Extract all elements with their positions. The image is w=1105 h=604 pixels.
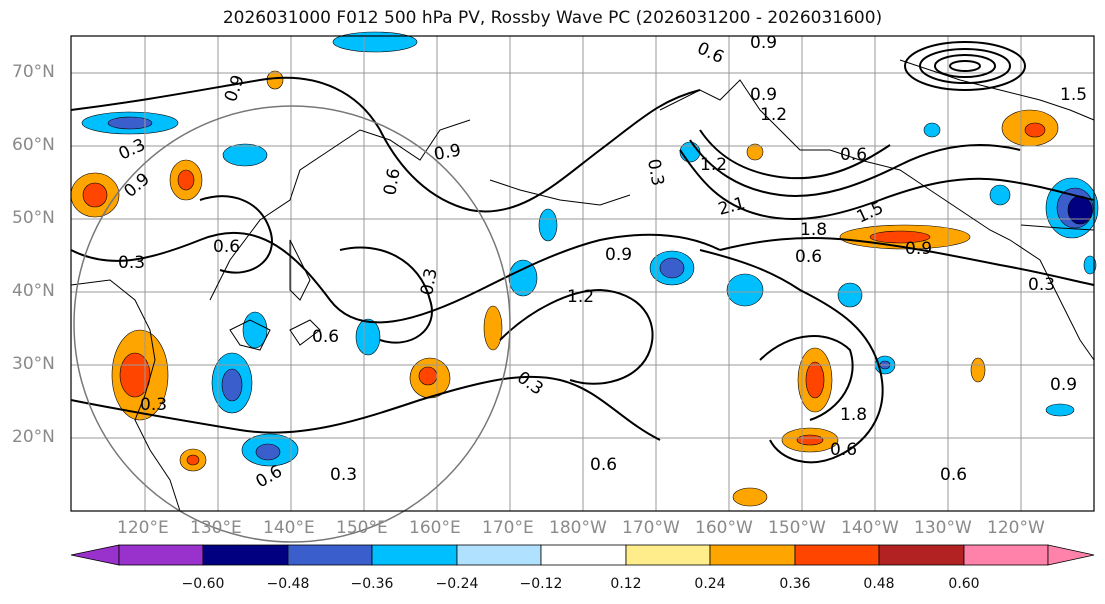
contour-label: 1.2	[567, 287, 594, 307]
lon-label: 180°W	[549, 518, 607, 538]
map-frame	[70, 35, 1095, 512]
colorbar	[70, 544, 1095, 566]
colorbar-tick: −0.60	[181, 576, 225, 592]
contour-label: 0.6	[312, 327, 339, 347]
lon-label: 130°W	[914, 518, 972, 538]
colorbar-extend-high	[1047, 544, 1095, 566]
lon-label: 160°E	[409, 518, 461, 538]
lon-label: 140°E	[263, 518, 315, 538]
lat-label-40: 40°N	[12, 281, 55, 301]
lon-label: 170°E	[482, 518, 534, 538]
contour-label: 1.8	[800, 220, 827, 240]
contour-label: 0.9	[750, 85, 777, 105]
shading-layer	[70, 31, 1099, 507]
contour-label: 0.6	[213, 237, 240, 257]
lon-label: 160°W	[695, 518, 753, 538]
lon-label: 140°W	[841, 518, 899, 538]
plot-title: 2026031000 F012 500 hPa PV, Rossby Wave …	[222, 8, 883, 28]
lat-label-70: 70°N	[12, 62, 55, 82]
pv-contours	[70, 41, 1095, 464]
colorbar-tick: 0.36	[779, 576, 811, 592]
colorbar-tick: −0.36	[350, 576, 394, 592]
contour-label: 0.9	[432, 141, 462, 165]
coastlines	[70, 59, 1095, 512]
lon-label: 150°W	[768, 518, 826, 538]
colorbar-tick: 0.48	[863, 576, 895, 592]
lat-label-50: 50°N	[12, 208, 55, 228]
contour-label: 0.3	[417, 267, 441, 297]
lat-label-20: 20°N	[12, 427, 55, 447]
contour-label: 0.9	[905, 239, 932, 259]
colorbar-tick: −0.24	[435, 576, 479, 592]
lon-label: 170°W	[622, 518, 680, 538]
contour-label: 0.9	[750, 33, 777, 53]
colorbar-extend-low	[70, 544, 120, 566]
contour-label: 0.6	[830, 440, 857, 460]
colorbar-tick: 0.60	[948, 576, 980, 592]
lat-label-30: 30°N	[12, 354, 55, 374]
lon-label: 130°E	[190, 518, 242, 538]
contour-label-layer: 0.3 0.6 0.9 0.9 1.5 1.8 2.1 0.3 0.6 0.9 …	[116, 33, 1055, 492]
contour-label: 0.3	[643, 157, 667, 187]
contour-label: 0.3	[1028, 275, 1055, 295]
lon-label: 120°E	[117, 518, 169, 538]
contour-label: 0.3	[118, 253, 145, 273]
colorbar-tick: 0.12	[610, 576, 642, 592]
lat-label-60: 60°N	[12, 135, 55, 155]
reference-circle	[73, 105, 511, 543]
lon-label: 120°W	[987, 518, 1045, 538]
contour-label: 0.6	[380, 167, 404, 197]
colorbar-tick: −0.12	[519, 576, 563, 592]
lon-label: 150°E	[336, 518, 388, 538]
colorbar-tick: −0.48	[266, 576, 310, 592]
contour-label: 0.6	[795, 247, 822, 267]
contour-label: 0.6	[840, 145, 867, 165]
colorbar-tick: 0.24	[694, 576, 726, 592]
